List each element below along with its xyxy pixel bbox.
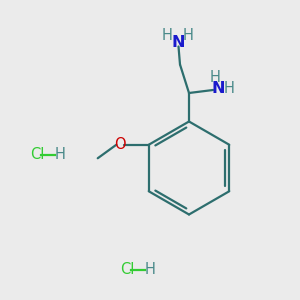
Text: H: H [162, 28, 172, 43]
Text: H: H [210, 70, 220, 85]
Text: H: H [183, 28, 194, 43]
Text: H: H [224, 81, 235, 96]
Text: Cl: Cl [120, 262, 134, 278]
Text: N: N [211, 81, 225, 96]
Text: Cl: Cl [30, 147, 44, 162]
Text: O: O [114, 137, 126, 152]
Text: H: H [55, 147, 65, 162]
Text: N: N [172, 34, 185, 50]
Text: H: H [145, 262, 155, 278]
